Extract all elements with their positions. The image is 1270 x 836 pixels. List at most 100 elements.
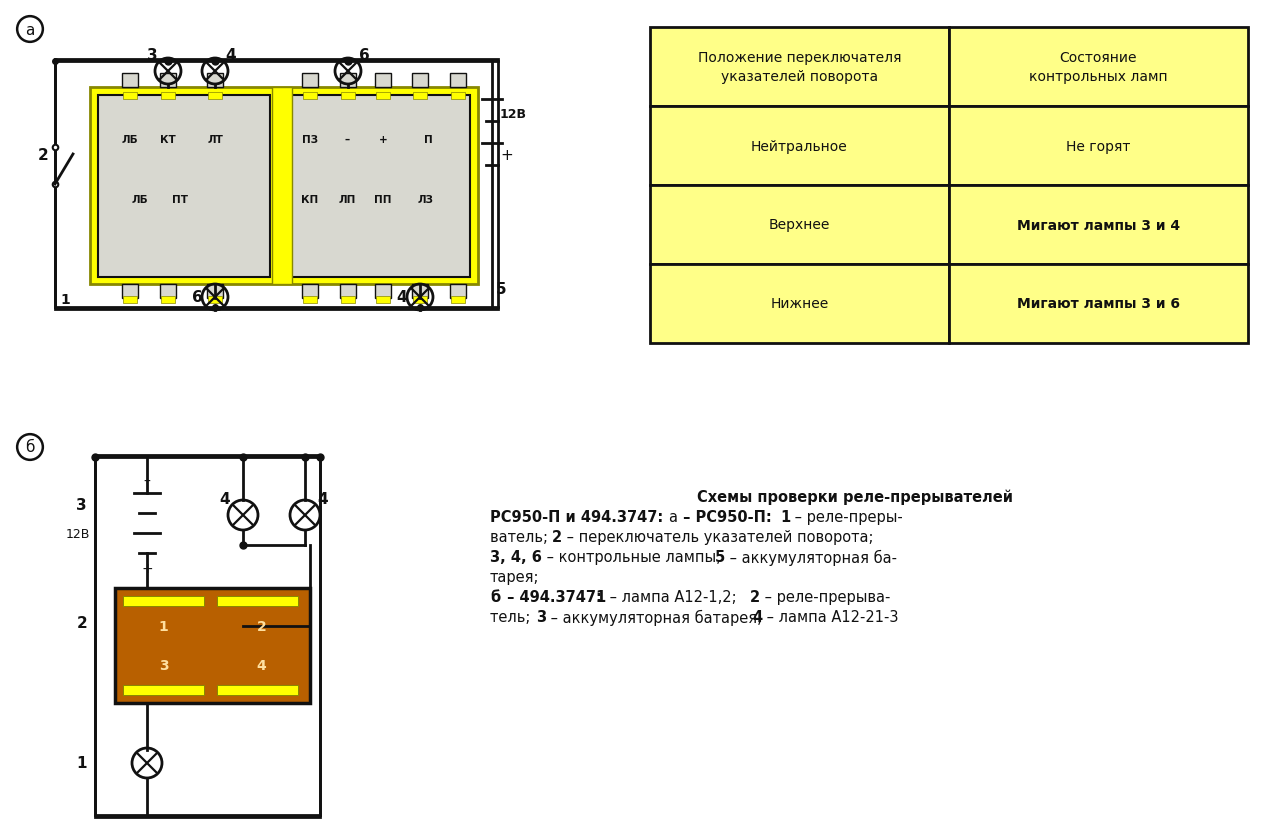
Bar [217,596,298,606]
Bar [650,265,949,344]
Bar [949,28,1248,107]
Bar [123,596,204,606]
Bar [342,93,356,99]
Bar [451,297,465,303]
Text: ПТ: ПТ [171,195,188,205]
Bar [450,285,466,298]
Text: 2: 2 [76,616,88,630]
Bar [411,74,428,88]
Text: Схемы проверки реле-прерывателей: Схемы проверки реле-прерывателей [697,489,1013,505]
Text: – лампа А12-1,2;: – лампа А12-1,2; [605,589,745,604]
Bar [949,186,1248,265]
Bar [95,456,320,817]
Bar [123,93,137,99]
Bar [413,93,427,99]
Text: ЛП: ЛП [338,195,356,205]
Bar [650,186,949,265]
Bar [123,297,137,303]
Text: 2: 2 [751,589,761,604]
Text: 2: 2 [38,147,48,162]
Text: 4: 4 [318,492,329,507]
Text: б: б [25,440,34,455]
Text: +: + [378,135,387,145]
Text: 3: 3 [536,609,546,624]
Bar [376,93,390,99]
Bar [304,297,318,303]
Text: ПП: ПП [375,195,391,205]
Text: тель;: тель; [490,609,535,624]
Text: Мигают лампы 3 и 6: Мигают лампы 3 и 6 [1017,297,1180,311]
Bar [161,93,175,99]
Bar [949,107,1248,186]
Text: 2: 2 [257,619,267,633]
Text: Нижнее: Нижнее [771,297,828,311]
Bar [375,74,391,88]
Bar [375,285,391,298]
Bar [98,96,271,278]
Text: 6: 6 [192,290,202,305]
Text: Верхнее: Верхнее [768,218,831,232]
Text: ЛБ: ЛБ [122,135,138,145]
Text: Нейтральное: Нейтральное [751,140,848,153]
Bar [116,589,310,703]
Bar [207,74,224,88]
Text: 3: 3 [159,658,169,672]
Text: – 494.3747:: – 494.3747: [502,589,607,604]
Text: –: – [144,475,150,488]
Text: 1: 1 [76,756,88,771]
Text: Не горят: Не горят [1067,140,1130,153]
Text: КП: КП [301,195,319,205]
Text: 12В: 12В [500,109,527,121]
Text: ЛБ: ЛБ [132,195,149,205]
Text: 3: 3 [76,498,88,513]
Bar [217,686,298,696]
Text: 4: 4 [396,290,408,305]
Bar [55,60,498,309]
Text: – аккумуляторная ба-: – аккумуляторная ба- [725,549,897,565]
Text: а: а [668,509,677,524]
Bar [302,285,318,298]
Text: – РС950-П:: – РС950-П: [678,509,777,524]
Bar [650,107,949,186]
Text: – реле-прерыва-: – реле-прерыва- [759,589,890,604]
Text: ПЗ: ПЗ [302,135,318,145]
Text: 3: 3 [147,48,157,63]
Text: 5: 5 [715,549,725,564]
Text: – аккумуляторная батарея;: – аккумуляторная батарея; [546,609,767,625]
Text: а: а [25,23,34,38]
Bar [290,96,470,278]
Bar [650,28,949,107]
Text: 5: 5 [497,283,507,297]
Bar [272,88,292,285]
Bar [949,265,1248,344]
Text: б: б [490,589,500,604]
Bar [340,74,356,88]
Text: 12В: 12В [66,527,90,540]
Text: Положение переключателя
указателей поворота: Положение переключателя указателей повор… [697,51,902,84]
Bar [161,297,175,303]
Text: 1: 1 [780,509,790,524]
Bar [90,88,478,285]
Bar [302,74,318,88]
Bar [342,297,356,303]
Text: 1: 1 [596,589,606,604]
Bar [376,297,390,303]
Text: +: + [141,561,152,575]
Bar [122,285,138,298]
Text: 4: 4 [226,48,236,63]
Text: Мигают лампы 3 и 4: Мигают лампы 3 и 4 [1017,218,1180,232]
Text: 3, 4, 6: 3, 4, 6 [490,549,542,564]
Bar [160,74,177,88]
Text: РС950-П и 494.3747:: РС950-П и 494.3747: [490,509,668,524]
Bar [340,285,356,298]
Bar [451,93,465,99]
Text: ватель;: ватель; [490,529,552,544]
Text: – переключатель указателей поворота;: – переключатель указателей поворота; [563,529,874,544]
Bar [160,285,177,298]
Bar [450,74,466,88]
Bar [208,297,222,303]
Bar [122,74,138,88]
Bar [411,285,428,298]
Text: КТ: КТ [160,135,175,145]
Text: 4: 4 [220,492,230,507]
